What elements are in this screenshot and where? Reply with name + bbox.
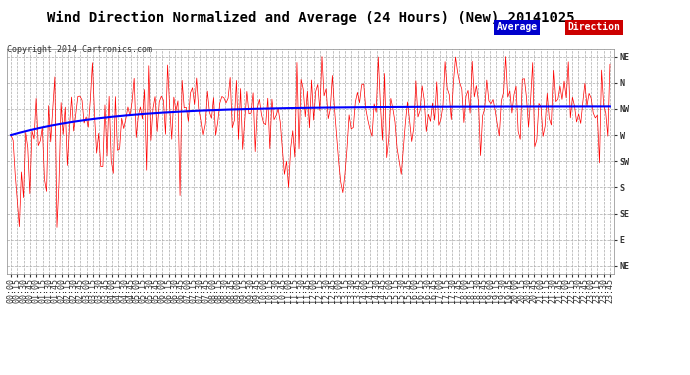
Text: Wind Direction Normalized and Average (24 Hours) (New) 20141025: Wind Direction Normalized and Average (2… [47, 11, 574, 26]
Text: Direction: Direction [568, 22, 621, 33]
Text: Average: Average [497, 22, 538, 33]
Text: Copyright 2014 Cartronics.com: Copyright 2014 Cartronics.com [7, 45, 152, 54]
